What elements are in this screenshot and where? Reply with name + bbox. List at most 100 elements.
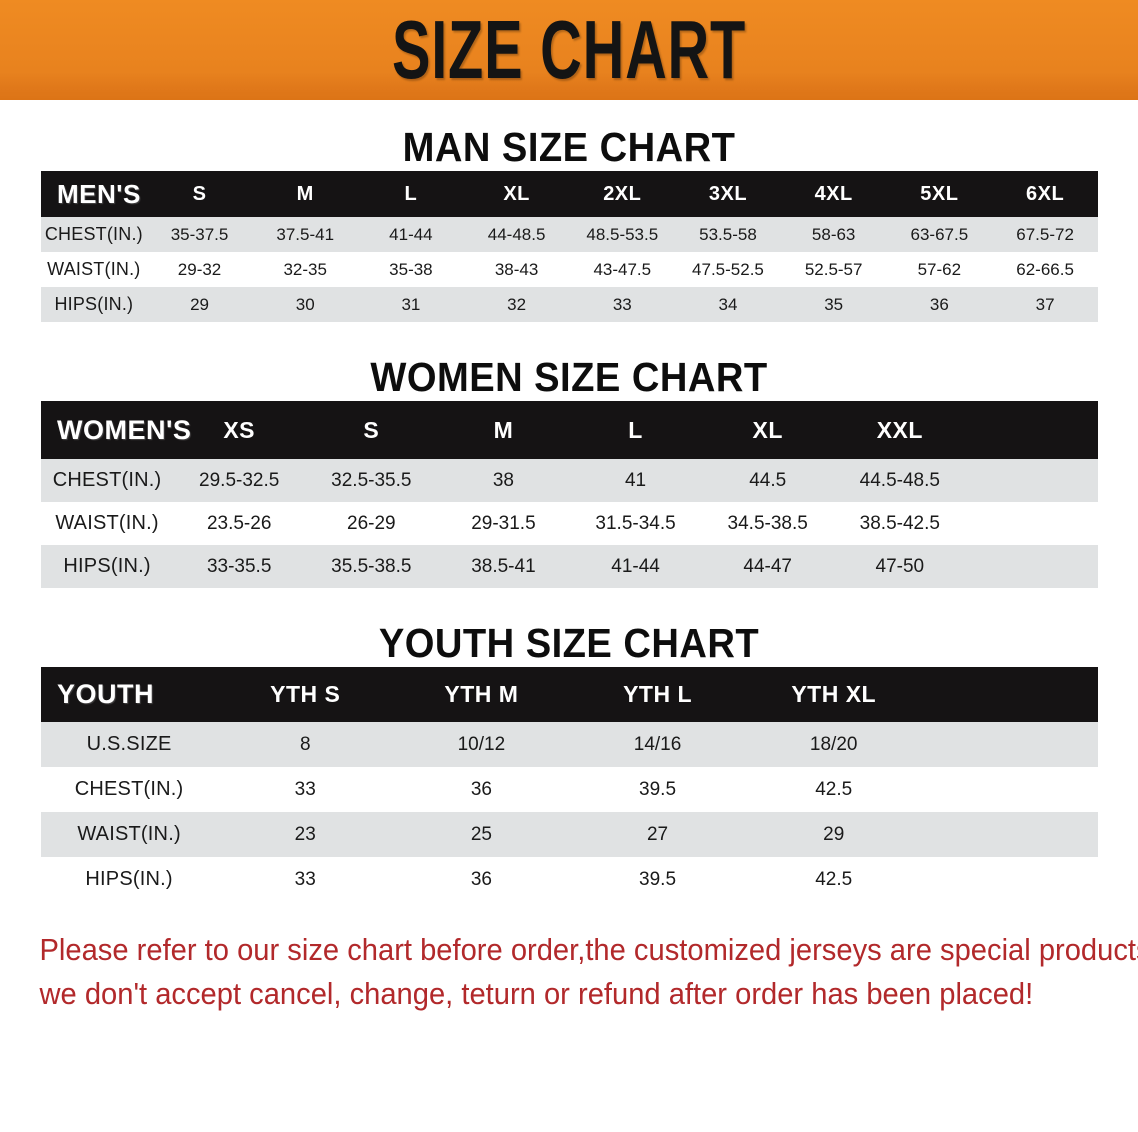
man-col-6xl: 6XL	[1026, 182, 1065, 205]
man-size-table: MEN'S S M L XL 2XL 3XL 4XL 5XL 6XL CHEST…	[41, 171, 1098, 322]
table-cell: 35	[824, 294, 844, 314]
man-row-label-chest: CHEST(IN.)	[44, 224, 143, 244]
table-cell: 10/12	[457, 733, 506, 755]
table-cell: 35-37.5	[170, 224, 229, 244]
man-row-label-waist: WAIST(IN.)	[47, 259, 141, 279]
women-row-label-hips: HIPS(IN.)	[63, 555, 151, 577]
table-cell: 58-63	[811, 224, 856, 244]
table-cell: 37	[1035, 294, 1055, 314]
table-cell: 39.5	[639, 778, 677, 800]
table-cell: 29	[823, 823, 845, 845]
table-row: WAIST(IN.) 23.5-26 26-29 29-31.5 31.5-34…	[41, 502, 1098, 545]
table-cell: 43-47.5	[593, 259, 652, 279]
table-cell: 29-32	[177, 259, 222, 279]
table-cell: 33	[612, 294, 632, 314]
table-cell: 48.5-53.5	[586, 224, 659, 244]
man-section-title: MAN SIZE CHART	[402, 124, 736, 170]
table-cell: 47-50	[875, 555, 925, 577]
women-table-body: CHEST(IN.) 29.5-32.5 32.5-35.5 38 41 44.…	[41, 459, 1098, 588]
women-col-xl: XL	[752, 416, 783, 443]
table-cell	[966, 459, 1098, 502]
table-cell: 29.5-32.5	[199, 469, 280, 491]
table-cell	[966, 545, 1098, 588]
table-row: HIPS(IN.) 29 30 31 32 33 34 35 36 37	[41, 287, 1098, 322]
table-cell: 34.5-38.5	[727, 512, 808, 534]
women-row-label-chest: CHEST(IN.)	[52, 469, 162, 491]
table-cell	[922, 767, 1098, 812]
table-header-row: MEN'S S M L XL 2XL 3XL 4XL 5XL 6XL	[41, 171, 1098, 217]
table-cell: 57-62	[917, 259, 962, 279]
disclaimer-line-2: we don't accept cancel, change, teturn o…	[39, 976, 1034, 1012]
man-col-4xl: 4XL	[814, 182, 853, 205]
table-cell: 36	[470, 868, 492, 890]
table-cell: 41	[624, 469, 647, 491]
table-cell: 8	[299, 733, 311, 755]
man-col-2xl: 2XL	[603, 182, 642, 205]
man-col-m: M	[296, 182, 314, 205]
table-cell: 38.5-41	[471, 555, 536, 577]
women-col-xs: XS	[223, 416, 256, 443]
table-cell: 30	[295, 294, 315, 314]
table-cell: 44.5-48.5	[859, 469, 940, 491]
table-row: WAIST(IN.) 29-32 32-35 35-38 38-43 43-47…	[41, 252, 1098, 287]
table-cell: 62-66.5	[1016, 259, 1074, 279]
women-section-title: WOMEN SIZE CHART	[370, 354, 768, 400]
table-cell: 44-47	[743, 555, 792, 577]
table-cell: 38.5-42.5	[859, 512, 940, 534]
man-table-head: MEN'S S M L XL 2XL 3XL 4XL 5XL 6XL	[41, 171, 1098, 217]
table-cell: 35.5-38.5	[331, 555, 412, 577]
table-cell: 42.5	[815, 778, 853, 800]
page-title: SIZE CHART	[391, 2, 747, 96]
youth-size-table: YOUTH YTH S YTH M YTH L YTH XL U.S.SIZE …	[41, 667, 1098, 902]
table-cell: 33-35.5	[206, 555, 272, 577]
table-cell: 37.5-41	[276, 224, 335, 244]
youth-section-title: YOUTH SIZE CHART	[378, 620, 760, 666]
table-cell: 29	[190, 294, 209, 314]
table-cell: 32	[507, 294, 527, 314]
man-row-label-hips: HIPS(IN.)	[54, 294, 134, 314]
youth-row-label-ussize: U.S.SIZE	[86, 733, 172, 755]
table-row: CHEST(IN.) 29.5-32.5 32.5-35.5 38 41 44.…	[41, 459, 1098, 502]
table-cell: 63-67.5	[910, 224, 969, 244]
table-cell: 33	[294, 868, 316, 890]
table-cell: 27	[646, 823, 669, 845]
women-header-label: WOMEN'S	[57, 414, 192, 445]
table-cell: 38	[492, 469, 514, 491]
table-cell	[922, 722, 1098, 767]
table-row: CHEST(IN.) 33 36 39.5 42.5	[41, 767, 1098, 812]
table-row: HIPS(IN.) 33 36 39.5 42.5	[41, 857, 1098, 902]
table-cell: 31	[401, 294, 421, 314]
table-cell: 38-43	[494, 259, 539, 279]
table-cell: 33	[294, 778, 316, 800]
youth-row-label-chest: CHEST(IN.)	[74, 778, 184, 800]
table-cell: 53.5-58	[699, 224, 757, 244]
women-col-blank	[966, 401, 1098, 459]
table-cell	[922, 857, 1098, 902]
man-col-xl: XL	[503, 182, 530, 205]
women-size-table: WOMEN'S XS S M L XL XXL CHEST(IN.) 29.5-…	[41, 401, 1098, 588]
youth-table-wrapper: YOUTH YTH S YTH M YTH L YTH XL U.S.SIZE …	[41, 667, 1098, 902]
table-cell: 35-38	[389, 259, 433, 279]
table-cell	[966, 502, 1098, 545]
table-header-row: WOMEN'S XS S M L XL XXL	[41, 401, 1098, 459]
table-cell: 44.5	[749, 469, 787, 491]
man-table-body: CHEST(IN.) 35-37.5 37.5-41 41-44 44-48.5…	[41, 217, 1098, 322]
table-cell: 42.5	[815, 868, 853, 890]
table-cell: 67.5-72	[1016, 224, 1074, 244]
disclaimer-text: Please refer to our size chart before or…	[0, 928, 1138, 1016]
youth-col-s: YTH S	[270, 681, 341, 707]
table-row: WAIST(IN.) 23 25 27 29	[41, 812, 1098, 857]
table-cell: 39.5	[639, 868, 677, 890]
table-cell: 44-48.5	[487, 224, 546, 244]
man-col-l: L	[404, 182, 418, 205]
table-cell: 18/20	[809, 733, 858, 755]
table-cell: 32-35	[283, 259, 327, 279]
youth-table-head: YOUTH YTH S YTH M YTH L YTH XL	[41, 667, 1098, 722]
youth-col-blank	[922, 667, 1098, 722]
youth-table-body: U.S.SIZE 8 10/12 14/16 18/20 CHEST(IN.) …	[41, 722, 1098, 902]
disclaimer-line-1: Please refer to our size chart before or…	[39, 932, 1138, 967]
table-cell: 25	[470, 823, 492, 845]
youth-col-m: YTH M	[444, 681, 519, 707]
page-banner: SIZE CHART	[0, 0, 1138, 100]
table-cell: 23	[294, 823, 316, 845]
